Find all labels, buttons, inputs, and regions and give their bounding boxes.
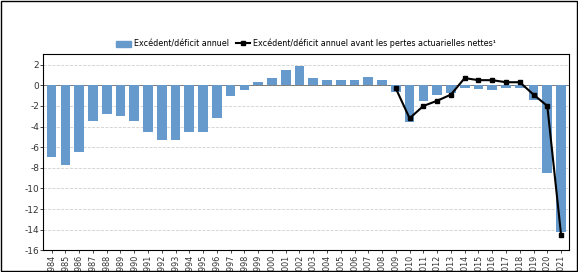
Bar <box>446 85 455 92</box>
Bar <box>88 85 98 121</box>
Bar <box>171 85 180 140</box>
Bar <box>143 85 153 132</box>
Bar <box>309 78 318 85</box>
Bar <box>473 85 483 89</box>
Bar <box>212 85 221 118</box>
Bar <box>432 85 442 95</box>
Legend: Excédent/déficit annuel, Excédent/déficit annuel avant les pertes actuarielles n: Excédent/déficit annuel, Excédent/défici… <box>116 39 497 48</box>
Bar <box>295 66 304 85</box>
Bar <box>336 80 346 85</box>
Bar <box>198 85 208 132</box>
Bar <box>543 85 552 173</box>
Bar <box>418 85 428 101</box>
Bar <box>239 85 249 91</box>
Bar <box>253 82 263 85</box>
Bar <box>157 85 166 140</box>
Bar <box>322 80 332 85</box>
Bar <box>75 85 84 152</box>
Bar <box>377 80 387 85</box>
Bar <box>267 78 277 85</box>
Bar <box>350 80 360 85</box>
Bar <box>116 85 125 116</box>
Bar <box>529 85 538 100</box>
Bar <box>226 85 235 96</box>
Bar <box>501 85 511 88</box>
Bar <box>391 85 401 91</box>
Bar <box>556 85 566 232</box>
Bar <box>129 85 139 121</box>
Bar <box>102 85 112 114</box>
Bar <box>364 77 373 85</box>
Bar <box>460 85 469 88</box>
Bar <box>184 85 194 132</box>
Bar <box>515 85 525 88</box>
Bar <box>47 85 57 157</box>
Bar <box>61 85 70 165</box>
Bar <box>405 85 414 122</box>
Bar <box>281 70 291 85</box>
Bar <box>487 85 497 91</box>
